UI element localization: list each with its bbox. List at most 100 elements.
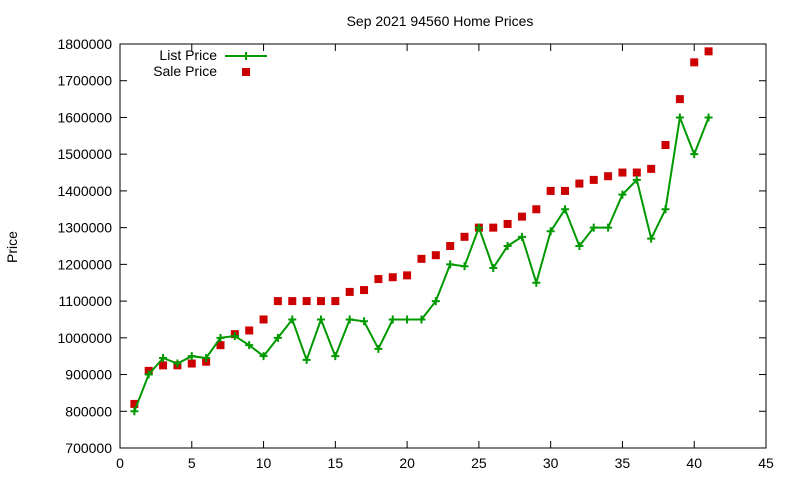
- legend-label-sale-price: Sale Price: [153, 63, 217, 79]
- list-price-point: [561, 205, 570, 214]
- x-tick-label: 0: [116, 455, 124, 471]
- chart-title: Sep 2021 94560 Home Prices: [347, 13, 534, 29]
- list-price-point: [302, 355, 311, 364]
- y-tick-label: 1800000: [57, 36, 112, 52]
- sale-price-point: [403, 271, 412, 280]
- sale-price-point: [216, 341, 225, 350]
- list-price-point: [159, 354, 168, 363]
- sale-price-point: [589, 175, 598, 184]
- x-tick-label: 30: [543, 455, 559, 471]
- list-price-point: [446, 260, 455, 269]
- list-price-point: [489, 264, 498, 273]
- sale-price-point: [187, 359, 196, 368]
- list-price-point: [575, 242, 584, 250]
- axes: 0 5 10 15 20 25 30 35 40 45 700000 800000 900000 1000…: [57, 36, 774, 471]
- list-price-point: [431, 297, 440, 306]
- sale-price-point: [704, 47, 713, 56]
- list-price-point: [460, 262, 469, 271]
- x-tick-label: 15: [328, 455, 344, 471]
- sale-price-point: [159, 361, 168, 370]
- list-price-point: [632, 175, 641, 184]
- sale-price-point: [245, 326, 254, 335]
- sale-price-point: [431, 251, 440, 260]
- sale-price-point: [690, 58, 699, 67]
- x-tick-label: 45: [758, 455, 774, 471]
- legend-label-list-price: List Price: [159, 47, 217, 63]
- list-price-point: [187, 352, 196, 361]
- list-price-point: [503, 242, 512, 250]
- list-price-point: [331, 352, 340, 361]
- x-tick-label: 35: [615, 455, 631, 471]
- y-tick-label: 1500000: [57, 146, 112, 162]
- x-tick-label: 20: [399, 455, 415, 471]
- sale-price-point: [331, 297, 340, 306]
- sale-price-point: [374, 275, 383, 284]
- sale-price-point: [604, 172, 613, 181]
- list-price-point: [316, 315, 325, 324]
- legend-marker-list-price: [242, 52, 250, 60]
- list-price-point: [202, 354, 211, 363]
- y-tick-label: 1400000: [57, 183, 112, 199]
- sale-price-point: [130, 399, 139, 408]
- x-tick-label: 10: [256, 455, 272, 471]
- sale-price-point: [316, 297, 325, 306]
- list-price-point: [403, 315, 412, 324]
- sale-price-point: [446, 242, 455, 250]
- sale-price-point: [503, 219, 512, 228]
- sale-price-point: [417, 254, 426, 263]
- x-tick-label: 5: [188, 455, 196, 471]
- list-price-point: [532, 278, 541, 287]
- x-tick-label: 40: [686, 455, 702, 471]
- sale-price-point: [517, 212, 526, 221]
- sale-price-point: [259, 315, 268, 324]
- sale-price-point: [575, 179, 584, 188]
- list-price-point: [417, 315, 426, 324]
- sale-price-point: [647, 164, 656, 173]
- list-price-point: [259, 352, 268, 361]
- list-price-point: [130, 407, 139, 416]
- sale-price-point: [546, 186, 555, 195]
- list-price-point: [288, 315, 297, 324]
- list-price-point: [388, 315, 397, 324]
- list-price-line: [133, 113, 710, 412]
- sale-price-point: [532, 205, 541, 214]
- sale-price-point: [489, 223, 498, 232]
- list-price-point: [704, 113, 713, 122]
- list-price-point: [474, 223, 483, 232]
- y-tick-label: 1200000: [57, 256, 112, 272]
- sale-price-point: [618, 168, 627, 177]
- list-price-point: [360, 317, 369, 326]
- list-price-point: [661, 205, 670, 214]
- sale-price-point: [273, 297, 282, 306]
- y-tick-label: 1700000: [57, 73, 112, 89]
- list-price-point: [216, 333, 225, 342]
- y-tick-label: 900000: [65, 367, 112, 383]
- sale-price-point: [288, 297, 297, 306]
- sale-price-point: [661, 141, 670, 149]
- y-tick-label: 700000: [65, 440, 112, 456]
- sale-price-point: [632, 168, 641, 177]
- list-price-point: [173, 359, 182, 368]
- list-price-point: [604, 223, 613, 232]
- list-price-point: [273, 333, 282, 342]
- sale-price-point: [302, 297, 311, 306]
- y-tick-label: 1600000: [57, 109, 112, 125]
- y-tick-label: 1000000: [57, 330, 112, 346]
- series-layer: [130, 47, 713, 416]
- y-tick-label: 1300000: [57, 220, 112, 236]
- list-price-point: [618, 190, 627, 199]
- list-price-point: [345, 315, 354, 324]
- legend-marker-sale-price: [242, 68, 250, 76]
- sale-price-point: [360, 286, 369, 295]
- plot-border: [119, 43, 767, 449]
- sale-price-point: [388, 273, 397, 282]
- list-price-point: [245, 341, 254, 350]
- list-price-point: [546, 227, 555, 236]
- list-price-point: [690, 150, 699, 159]
- list-price-point: [517, 232, 526, 241]
- list-price-point: [144, 370, 153, 379]
- sale-price-point: [345, 287, 354, 296]
- y-axis-label: Price: [4, 231, 20, 263]
- y-tick-label: 800000: [65, 403, 112, 419]
